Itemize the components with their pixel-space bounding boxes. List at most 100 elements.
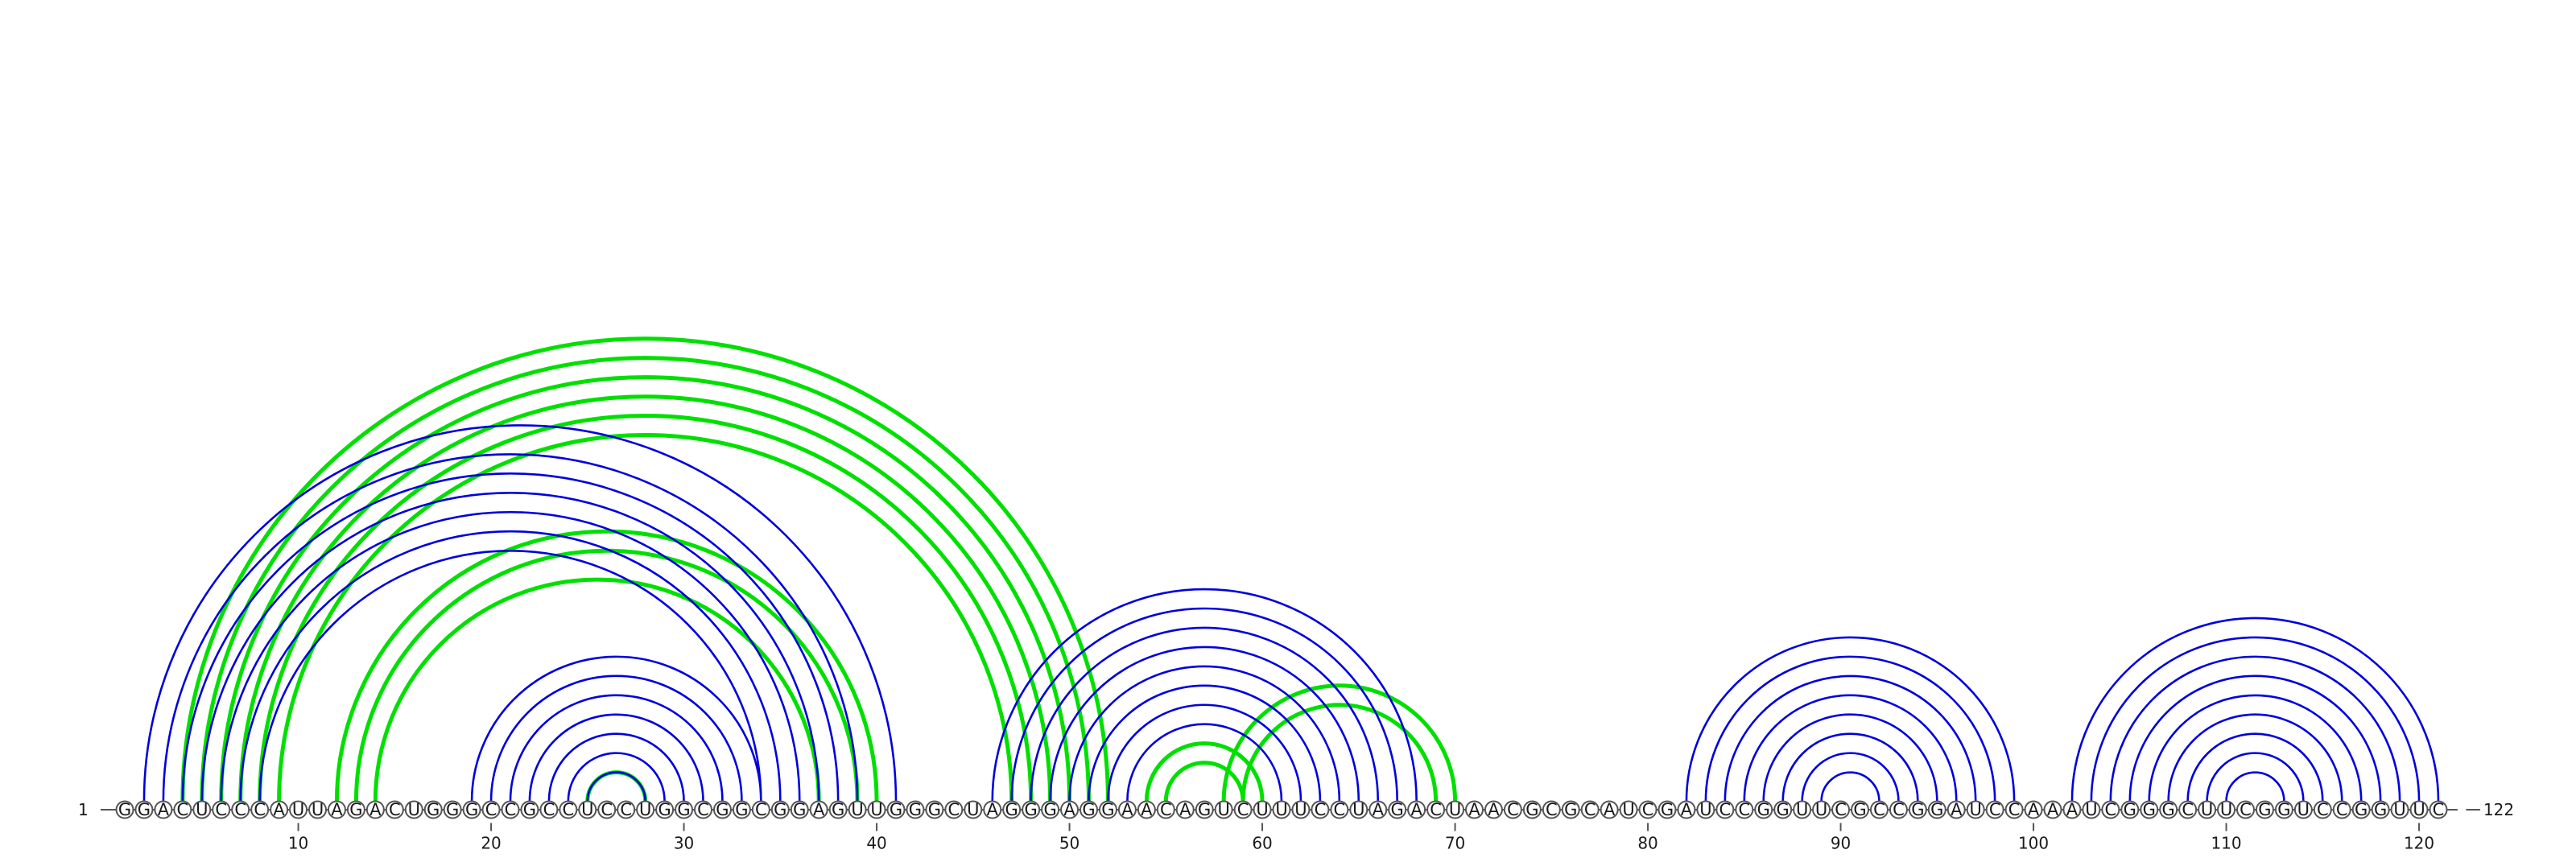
position-axis: 10 20 30 40 50 60 70 80 90 100 110 120 [288, 823, 2434, 853]
nucleotide-circle [790, 800, 809, 819]
nucleotide-letter: U [1970, 800, 1982, 819]
nucleotide-letter: U [1449, 800, 1461, 819]
nucleotide-circle [481, 800, 501, 819]
structure-a-arc [2167, 713, 2343, 802]
structure-a-arc [181, 472, 840, 802]
nucleotide-letter: C [1315, 800, 1327, 819]
nucleotide-letter: G [1777, 800, 1790, 819]
nucleotide-circle [1677, 800, 1696, 819]
nucleotide-letter: G [890, 800, 902, 819]
nucleotide-circle [1812, 800, 1831, 819]
nucleotide: C [1426, 800, 1446, 819]
nucleotide-letter: U [2220, 800, 2232, 819]
nucleotide-letter: A [1681, 800, 1693, 819]
nucleotide-letter: C [1719, 800, 1732, 819]
structure-a-arc [1762, 713, 1938, 802]
structure-a-arcs [142, 424, 2440, 802]
nucleotide-letter: A [1141, 800, 1153, 819]
nucleotide-circle [1851, 800, 1869, 819]
structure-b-arc [219, 375, 1072, 802]
nucleotide: G [115, 800, 134, 819]
nucleotide: U [2390, 800, 2409, 819]
nucleotide: G [1388, 800, 1407, 819]
nucleotide: U [1619, 800, 1638, 819]
nucleotide-circle [308, 800, 327, 819]
nucleotide-letter: U [1217, 800, 1229, 819]
nucleotide: G [1851, 800, 1869, 819]
nucleotide: C [2429, 800, 2448, 819]
nucleotide: G [1657, 800, 1677, 819]
nucleotide-circle [1927, 800, 1946, 819]
nucleotide: A [1117, 800, 1137, 819]
nucleotide-letter: G [1025, 800, 1038, 819]
nucleotide-circle [1696, 800, 1715, 819]
nucleotide-letter: U [1815, 800, 1827, 819]
nucleotide-circle [906, 800, 925, 819]
nucleotide-letter: C [543, 800, 555, 819]
nucleotide: C [212, 800, 231, 819]
nucleotide: C [1503, 800, 1522, 819]
nucleotide-circle [1503, 800, 1522, 819]
nucleotide: U [404, 800, 423, 819]
nucleotide-letter: U [2393, 800, 2405, 819]
nucleotide-circle [1117, 800, 1137, 819]
nucleotide-circle [1407, 800, 1426, 819]
nucleotide-circle [1484, 800, 1503, 819]
nucleotide-circle [173, 800, 192, 819]
nucleotide: C [944, 800, 964, 819]
nucleotide: U [1793, 800, 1812, 819]
nucleotide-circle [1966, 800, 1985, 819]
nucleotide-letter: A [1373, 800, 1385, 819]
nucleotide: G [732, 800, 751, 819]
nucleotide-circle [2236, 800, 2255, 819]
structure-a-arc [2225, 771, 2285, 802]
tick-label: 90 [1831, 834, 1851, 853]
nucleotide-circle [1619, 800, 1638, 819]
nucleotide-circle [250, 800, 270, 819]
nucleotide-letter: C [1873, 800, 1885, 819]
nucleotide-letter: G [1911, 800, 1924, 819]
nucleotide: U [636, 800, 655, 819]
nucleotide-circle [2140, 800, 2159, 819]
nucleotide-letter: G [2355, 800, 2368, 819]
nucleotide-circle [1638, 800, 1657, 819]
nucleotide-letter: A [1951, 800, 1963, 819]
nucleotide-circle [1600, 800, 1619, 819]
nucleotide-letter: G [774, 800, 786, 819]
nucleotide: A [809, 800, 828, 819]
nucleotide-circle [597, 800, 617, 819]
nucleotide: G [2159, 800, 2178, 819]
nucleotide-letter: U [2413, 800, 2425, 819]
structure-a-arc [258, 549, 762, 802]
nucleotide: G [675, 800, 694, 819]
structure-a-arc [2206, 752, 2305, 802]
nucleotide-letter: C [1738, 800, 1750, 819]
nucleotide: G [1080, 800, 1098, 819]
nucleotide: C [1638, 800, 1657, 819]
nucleotide-letter: G [523, 800, 536, 819]
nucleotide-letter: G [1661, 800, 1674, 819]
structure-a-arc [509, 694, 724, 802]
nucleotide-letter: G [928, 800, 941, 819]
nucleotide-letter: C [177, 800, 189, 819]
tick-label: 30 [674, 834, 694, 853]
nucleotide-circle [2062, 800, 2082, 819]
nucleotide-letter: G [1853, 800, 1866, 819]
nucleotide-letter: A [331, 800, 343, 819]
nucleotide-circle [1946, 800, 1966, 819]
nucleotide-letter: C [2008, 800, 2021, 819]
tick-label: 110 [2211, 834, 2241, 853]
nucleotide-circle [944, 800, 964, 819]
tick-label: 20 [481, 834, 501, 853]
structure-a-arc [2186, 732, 2324, 802]
nucleotide-letter: G [1525, 800, 1538, 819]
nucleotide-circle [2351, 800, 2371, 819]
structure-a-arc [1743, 694, 1958, 802]
nucleotide: G [1195, 800, 1214, 819]
nucleotide-letter: U [408, 800, 420, 819]
nucleotide: U [1966, 800, 1985, 819]
nucleotide-circle [2198, 800, 2217, 819]
nucleotide-circle [1349, 800, 1368, 819]
nucleotide: A [1368, 800, 1388, 819]
nucleotide: G [1908, 800, 1927, 819]
